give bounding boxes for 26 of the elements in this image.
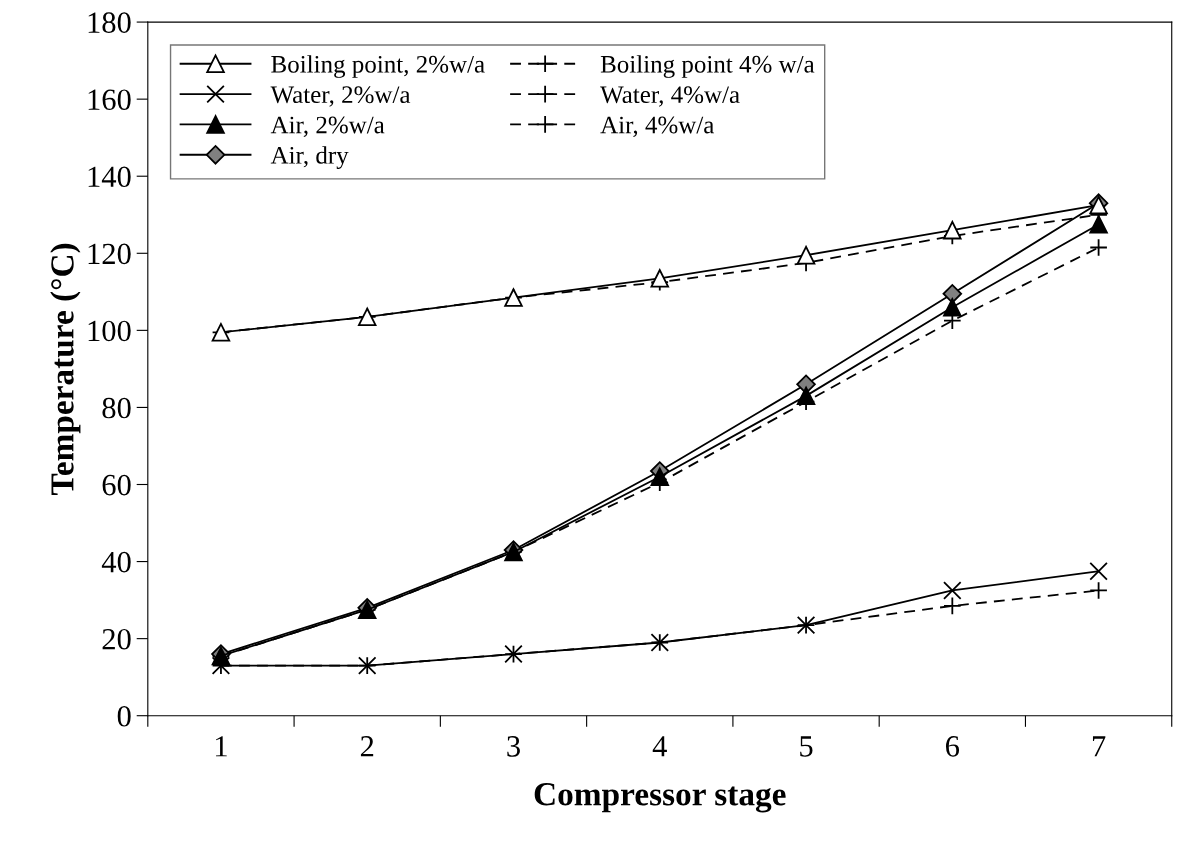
y-tick-label: 60 bbox=[102, 474, 131, 496]
y-tick-label: 100 bbox=[88, 320, 131, 342]
y-tick-label: 160 bbox=[88, 89, 131, 111]
x-tick-label: 2 bbox=[360, 736, 374, 757]
y-tick-label: 20 bbox=[102, 628, 131, 650]
y-tick-label: 120 bbox=[88, 243, 131, 265]
legend-label: Water, 4%w/a bbox=[600, 86, 740, 107]
legend-label: Air, dry bbox=[270, 146, 349, 169]
y-tick-label: 0 bbox=[117, 705, 131, 727]
legend-label: Air, 4%w/a bbox=[600, 116, 715, 138]
y-tick-label: 180 bbox=[88, 12, 131, 33]
x-tick-label: 5 bbox=[800, 736, 813, 757]
x-tick-label: 6 bbox=[946, 736, 960, 757]
legend-label: Water, 2%w/a bbox=[270, 86, 411, 107]
y-tick-label: 40 bbox=[101, 551, 131, 573]
y-tick-label: 80 bbox=[102, 397, 131, 419]
x-tick-label: 7 bbox=[1092, 736, 1106, 757]
x-tick-label: 1 bbox=[215, 736, 227, 757]
y-tick-label: 140 bbox=[88, 166, 131, 188]
y-axis-title: Temperature (°C) bbox=[50, 243, 81, 495]
x-tick-label: 4 bbox=[652, 736, 667, 757]
legend-label: Air, 2%w/a bbox=[270, 116, 385, 138]
x-tick-label: 3 bbox=[507, 736, 520, 757]
legend-label: Boiling point 4% w/a bbox=[600, 55, 815, 78]
x-axis-title: Compressor stage bbox=[534, 783, 786, 813]
legend-label: Boiling point, 2%w/a bbox=[271, 55, 485, 78]
